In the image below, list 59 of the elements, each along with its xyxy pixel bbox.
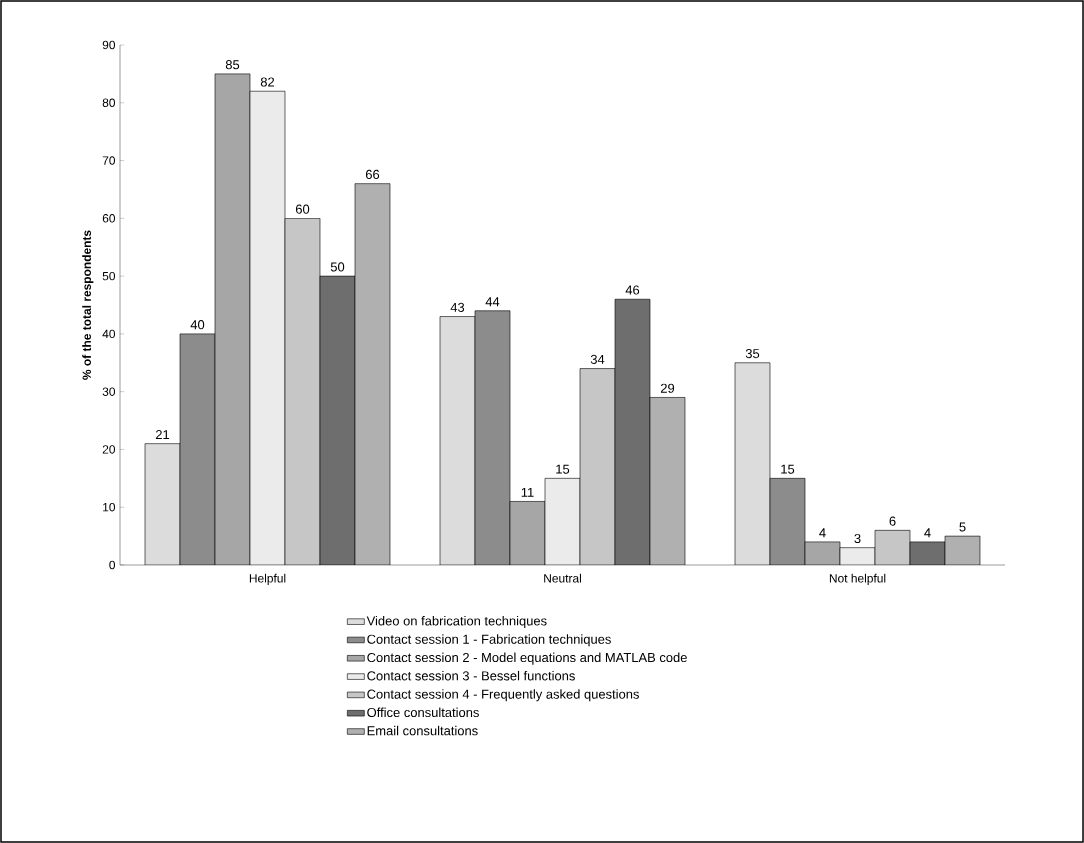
- y-tick-label: 10: [103, 502, 116, 512]
- data-label: 35: [745, 348, 760, 359]
- y-tick-label: 20: [102, 445, 116, 454]
- legend-label: Contact session 2 - Model equations and MATLAB code: [367, 652, 687, 665]
- data-label: 6: [889, 516, 896, 526]
- y-tick-label: 50: [102, 271, 116, 281]
- bar: [440, 316, 475, 565]
- data-label: 44: [485, 297, 500, 307]
- data-label: 43: [450, 302, 465, 312]
- bar: [215, 73, 250, 565]
- bar: [580, 368, 616, 565]
- data-label: 21: [155, 430, 170, 440]
- bar: [734, 362, 771, 565]
- data-label: 82: [260, 77, 275, 87]
- bar: [285, 218, 320, 565]
- legend-label: Contact session 3 - Bessel functions: [367, 670, 575, 681]
- data-label: 50: [330, 262, 345, 272]
- legend-label: Office consultations: [367, 707, 479, 718]
- legend-label: Contact session 4 - Frequently asked questions: [367, 689, 639, 702]
- bar: [545, 478, 581, 565]
- data-label: 11: [521, 487, 534, 497]
- data-label: 15: [781, 464, 795, 474]
- bar: [874, 530, 911, 565]
- data-label: 66: [365, 169, 380, 180]
- y-axis-title: % of the total respondents: [82, 230, 94, 380]
- data-label: 4: [819, 528, 826, 538]
- bar: [615, 299, 651, 565]
- x-tick-label: Helpful: [249, 573, 286, 585]
- data-label: 29: [660, 383, 675, 393]
- bar: [180, 333, 215, 565]
- bar: [355, 183, 390, 565]
- bar: [769, 478, 806, 565]
- bar: [145, 443, 180, 565]
- x-tick-label: Not helpful: [829, 573, 886, 585]
- data-label: 46: [625, 285, 640, 295]
- bar: [250, 91, 285, 565]
- data-label: 5: [959, 522, 966, 532]
- data-label: 60: [295, 204, 310, 214]
- x-tick-label: Neutral: [544, 573, 581, 583]
- y-tick-label: 30: [102, 387, 116, 396]
- legend-label: Email consultations: [367, 725, 478, 736]
- legend-label: Contact session 1 - Fabrication techniques: [367, 634, 611, 647]
- bar: [320, 276, 355, 565]
- data-label: 15: [556, 464, 570, 474]
- y-tick-label: 80: [102, 98, 116, 107]
- y-tick-label: 90: [102, 40, 116, 50]
- data-label: 4: [924, 528, 931, 538]
- y-tick-label: 40: [102, 329, 116, 339]
- data-label: 40: [190, 320, 205, 330]
- y-tick-label: 70: [102, 156, 116, 165]
- y-tick-label: 0: [109, 560, 116, 570]
- bar: [510, 501, 546, 565]
- data-label: 3: [854, 533, 861, 544]
- y-tick-label: 60: [102, 214, 116, 223]
- data-label: 34: [590, 354, 605, 364]
- data-label: 85: [225, 60, 240, 70]
- legend-label: Video on fabrication techniques: [366, 615, 547, 629]
- bar: [650, 397, 686, 565]
- bar: [475, 310, 510, 565]
